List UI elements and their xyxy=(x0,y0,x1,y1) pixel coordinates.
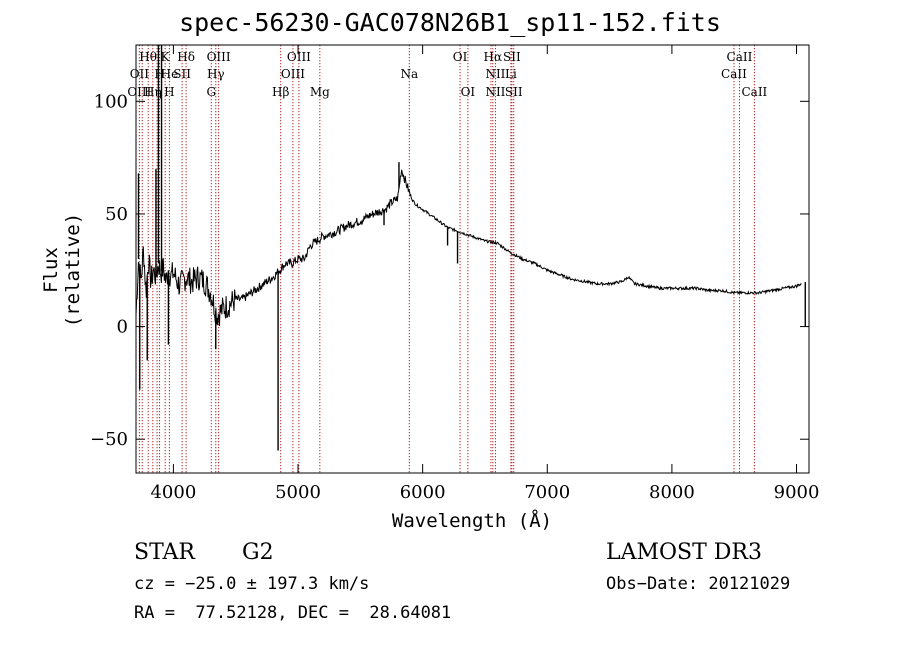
object-class: STAR xyxy=(134,540,195,565)
x-tick-label: 8000 xyxy=(649,482,695,503)
x-tick-label: 4000 xyxy=(150,482,196,503)
line-id-label: Na xyxy=(400,67,418,81)
x-tick-label: 9000 xyxy=(774,482,820,503)
line-id-label: Hη xyxy=(144,85,162,99)
survey-name: LAMOST DR3 xyxy=(606,540,762,565)
line-id-label: OIII xyxy=(127,85,151,99)
x-tick-label: 6000 xyxy=(400,482,446,503)
line-id-label: OIII xyxy=(281,67,305,81)
line-id-label: Hγ xyxy=(207,67,225,81)
flux-series xyxy=(135,45,806,451)
line-id-label: He xyxy=(161,67,179,81)
line-id-label: Hα xyxy=(484,50,503,64)
redshift-text: cz = −25.0 ± 197.3 km/s xyxy=(134,574,370,594)
line-id-label: SII xyxy=(173,67,191,81)
x-tick-label: 5000 xyxy=(275,482,321,503)
plot-frame xyxy=(135,44,810,474)
line-id-label: Li xyxy=(505,67,517,81)
line-id-label: OI xyxy=(461,85,476,99)
line-id-label: Hθ xyxy=(139,50,157,64)
line-id-label: CaII xyxy=(721,67,747,81)
y-axis-label: Flux (relative) xyxy=(40,212,84,328)
chart-title: spec-56230-GAC078N26B1_sp11-152.fits xyxy=(179,8,721,37)
line-id-label: NII xyxy=(485,67,505,81)
y-tick-label: −50 xyxy=(90,429,128,450)
line-id-label: OI xyxy=(453,50,468,64)
line-id-markers xyxy=(138,45,755,473)
axis-ticks: 4000 5000 6000 7000 8000 9000 −50 0 50 100 xyxy=(90,45,819,503)
obs-date: Obs−Date: 20121029 xyxy=(606,574,791,594)
line-id-label: CaII xyxy=(741,85,767,99)
line-id-label: OII xyxy=(130,67,150,81)
line-id-label: SII xyxy=(505,85,523,99)
coordinates: RA = 77.52128, DEC = 28.64081 xyxy=(134,603,452,623)
line-id-label: SII xyxy=(503,50,521,64)
x-tick-label: 7000 xyxy=(524,482,570,503)
line-id-label: CaII xyxy=(727,50,753,64)
line-id-label: OIII xyxy=(207,50,231,64)
y-tick-label: 100 xyxy=(94,91,128,112)
line-id-label: Mg xyxy=(310,85,330,99)
y-tick-label: 50 xyxy=(105,204,128,225)
line-id-label: Hδ xyxy=(177,50,195,64)
line-id-label: K xyxy=(161,50,171,64)
line-id-label: NII xyxy=(485,85,505,99)
flux-line xyxy=(135,169,802,326)
object-subclass: G2 xyxy=(242,540,274,565)
line-id-label: OIII xyxy=(287,50,311,64)
line-id-label: H xyxy=(154,67,164,81)
line-id-label: Hβ xyxy=(272,85,289,99)
x-axis-label: Wavelength (Å) xyxy=(391,510,553,532)
y-tick-label: 0 xyxy=(117,317,128,338)
line-id-label: H xyxy=(164,85,174,99)
line-id-label: G xyxy=(206,85,216,99)
